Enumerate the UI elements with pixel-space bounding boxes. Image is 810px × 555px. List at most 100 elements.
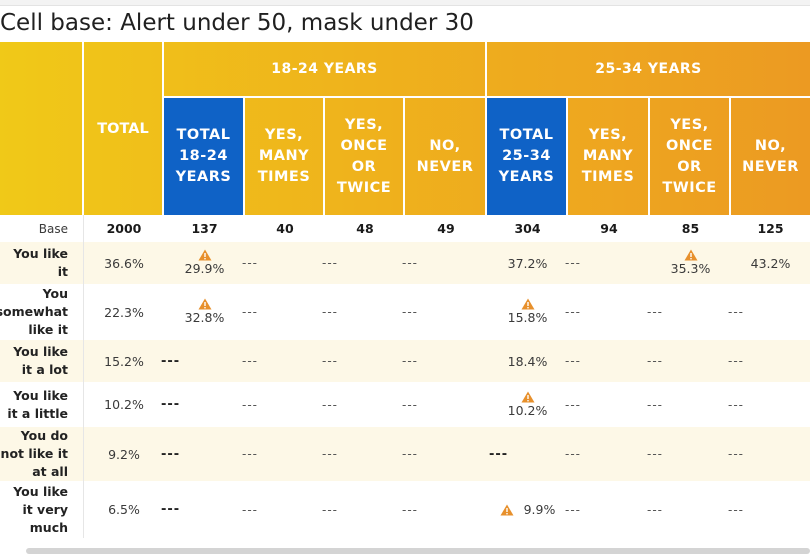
empty-marker: --- [728,305,744,319]
header-column-line: TOTAL [176,127,231,143]
empty-marker: --- [242,397,258,412]
total-value: 36.6% [104,255,144,271]
base-value: 304 [514,221,541,236]
header-column-line: MANY [582,148,634,164]
header-group-1: 18-24 YEARS [164,42,485,96]
empty-marker: --- [647,305,663,319]
empty-cell: --- [161,340,242,382]
empty-cell: --- [402,340,484,382]
total-value: 10.2% [104,397,144,412]
empty-marker: --- [161,353,181,369]
header-background [0,42,810,215]
header-divider [243,98,245,215]
header-divider [164,96,810,98]
header-divider [648,98,650,215]
empty-cell: --- [489,427,570,481]
empty-marker: --- [728,502,744,517]
header-divider [162,42,164,215]
percent-value: 29.9% [164,242,245,284]
empty-cell: --- [322,427,402,481]
base-value: 48 [356,221,374,236]
empty-cell: --- [565,242,647,284]
row-band [0,340,810,382]
header-column-line: YEARS [175,169,232,185]
header-column-label: TOTAL 25-34 YEARS [499,125,555,188]
empty-cell: --- [402,242,484,284]
header-total-label: TOTAL [97,120,149,137]
empty-marker: --- [402,397,418,412]
percent-text: 9.9% [523,502,556,517]
page-title: Cell base: Alert under 50, mask under 30 [0,10,474,36]
empty-cell: --- [728,427,807,481]
row-label: You do not like it at all [0,428,68,479]
header-group-2: 25-34 YEARS [487,42,810,96]
empty-marker: --- [728,447,744,461]
total-value: 6.5% [108,502,140,517]
empty-cell: --- [728,481,807,538]
empty-marker: --- [647,354,663,368]
warning-icon [684,249,697,261]
warning-icon [521,298,534,310]
warning-icon [198,249,211,261]
percent-text: 43.2% [750,255,791,271]
empty-marker: --- [322,502,338,517]
header-column-4: NO, NEVER [405,98,485,215]
header-column-line: TIMES [581,169,635,185]
empty-marker: --- [402,354,418,368]
empty-cell: --- [647,382,728,427]
empty-cell: --- [402,427,484,481]
row-label: You somewhat like it [0,286,68,337]
empty-marker: --- [565,354,581,368]
base-value: 94 [600,221,618,236]
percent-text: 37.2% [507,255,548,271]
base-value: 85 [681,221,700,236]
empty-cell: --- [242,242,322,284]
percent-text: 35.3% [670,261,711,276]
percent-value: 35.3% [650,242,731,284]
header-column-line: NEVER [416,158,474,175]
header-divider [323,98,325,215]
empty-cell: --- [322,481,402,538]
empty-cell: --- [161,382,242,427]
empty-marker: --- [161,446,181,462]
empty-marker: --- [565,397,581,412]
header-total: TOTAL [84,42,162,215]
header-group-label: 25-34 YEARS [595,61,702,77]
empty-cell: --- [647,481,728,538]
header-column-label: YES, MANY TIMES [582,125,635,188]
header-column-line: YES, [264,127,304,143]
empty-marker: --- [647,447,663,461]
empty-cell: --- [242,340,322,382]
header-column-line: TWICE [336,179,392,196]
header-column-line: YES, [588,127,628,143]
percent-value: 43.2% [731,242,810,284]
row-band [0,242,810,284]
empty-marker: --- [161,397,181,412]
header-column-label: NO, NEVER [742,136,799,178]
empty-cell: --- [402,382,484,427]
empty-marker: --- [242,447,258,461]
percent-text: 32.8% [184,310,225,325]
header-column-line: TIMES [257,169,311,185]
percent-text: 29.9% [184,261,225,276]
header-column-label: YES, ONCE OR TWICE [662,115,716,199]
empty-marker: --- [565,305,581,319]
empty-marker: --- [242,305,258,319]
empty-cell: --- [565,284,647,340]
empty-cell: --- [322,382,402,427]
empty-cell: --- [647,340,728,382]
warning-icon [521,391,534,402]
empty-marker: --- [489,446,509,462]
percent-text: 10.2% [507,402,548,418]
header-column-8: NO, NEVER [731,98,810,215]
empty-marker: --- [402,256,418,270]
column-divider [83,215,84,538]
empty-cell: --- [402,284,484,340]
empty-marker: --- [565,502,581,517]
row-band [0,427,810,481]
horizontal-scrollbar[interactable] [26,548,810,554]
total-value: 22.3% [104,304,144,320]
header-column-line: NO, [429,137,461,154]
empty-marker: --- [402,447,418,461]
empty-cell: --- [565,427,647,481]
